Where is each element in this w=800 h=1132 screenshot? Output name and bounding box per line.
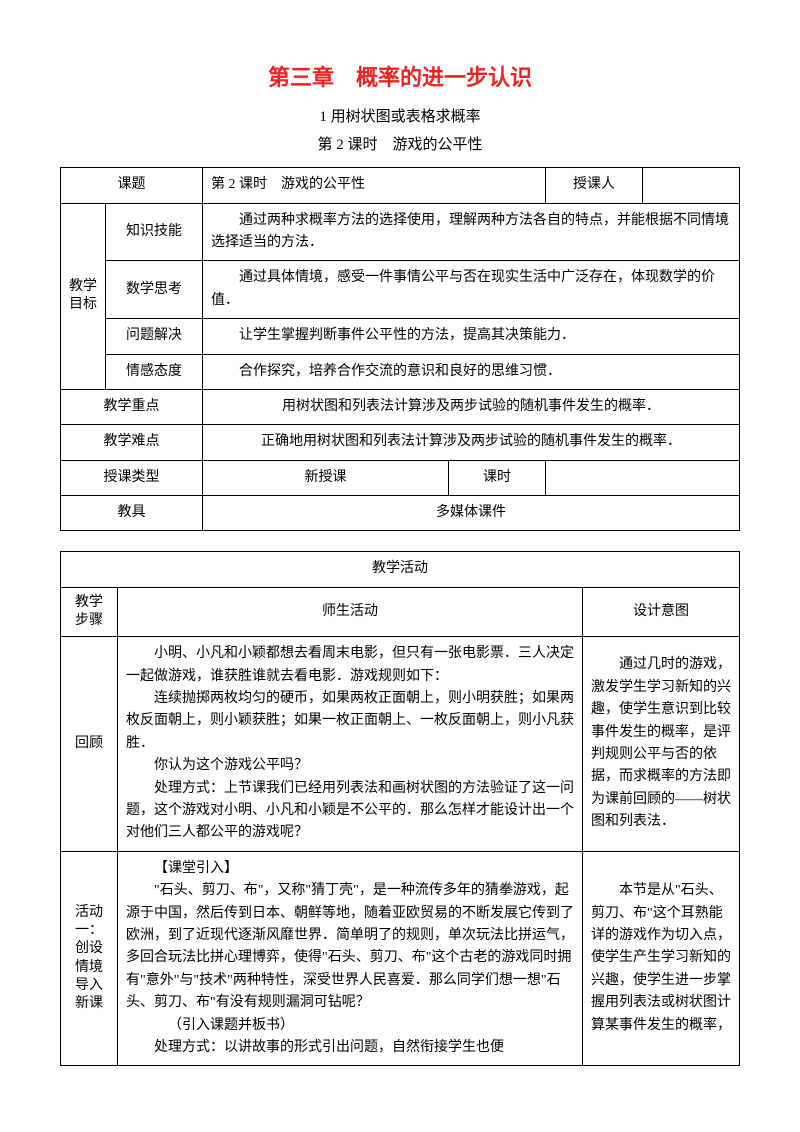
- table-row: 活动一：创设情境导入新课 【课堂引入】 "石头、剪刀、布"，又称"猜丁壳"，是一…: [61, 851, 740, 1066]
- attitude-text: 合作探究，培养合作交流的意识和良好的思维习惯．: [203, 354, 740, 389]
- thinking-label: 数学思考: [106, 261, 203, 319]
- step-intro: 活动一：创设情境导入新课: [61, 851, 118, 1066]
- focus-text: 用树状图和列表法计算涉及两步试验的随机事件发生的概率．: [203, 389, 740, 424]
- table-row: 课题 第 2 课时 游戏的公平性 授课人: [61, 168, 740, 203]
- table-row: 教学重点 用树状图和列表法计算涉及两步试验的随机事件发生的概率．: [61, 389, 740, 424]
- difficulty-label: 教学难点: [61, 425, 203, 460]
- teacher-label: 授课人: [546, 168, 643, 203]
- intro-heading: 【课堂引入】: [126, 858, 574, 880]
- tool-label: 教具: [61, 496, 203, 531]
- intro-p2: （引入课题并板书）: [126, 1015, 574, 1037]
- table-row: 教学活动: [61, 552, 740, 587]
- table-row: 授课类型 新授课 课时: [61, 460, 740, 495]
- activity-review: 小明、小凡和小颖都想去看周末电影，但只有一张电影票．三人决定一起做游戏，谁获胜谁…: [118, 637, 583, 852]
- difficulty-text: 正确地用树状图和列表法计算涉及两步试验的随机事件发生的概率．: [203, 425, 740, 460]
- review-p1: 小明、小凡和小颖都想去看周末电影，但只有一张电影票．三人决定一起做游戏，谁获胜谁…: [126, 643, 574, 688]
- info-table: 课题 第 2 课时 游戏的公平性 授课人 教学目标 知识技能 通过两种求概率方法…: [60, 167, 740, 531]
- knowledge-text: 通过两种求概率方法的选择使用，理解两种方法各自的特点，并能根据不同情境选择适当的…: [203, 203, 740, 261]
- problem-label: 问题解决: [106, 319, 203, 354]
- knowledge-label: 知识技能: [106, 203, 203, 261]
- activity-table-title: 教学活动: [61, 552, 740, 587]
- table-row: 数学思考 通过具体情境，感受一件事情公平与否在现实生活中广泛存在，体现数学的价值…: [61, 261, 740, 319]
- review-p4: 处理方式：上节课我们已经用列表法和画树状图的方法验证了这一问题，这个游戏对小明、…: [126, 778, 574, 845]
- topic-label: 课题: [61, 168, 203, 203]
- step-review: 回顾: [61, 637, 118, 852]
- table-row: 教学步骤 师生活动 设计意图: [61, 587, 740, 636]
- period-label: 课时: [449, 460, 546, 495]
- subtitle: 1 用树状图或表格求概率: [60, 105, 740, 129]
- goals-label: 教学目标: [61, 203, 106, 389]
- table-row: 教学难点 正确地用树状图和列表法计算涉及两步试验的随机事件发生的概率．: [61, 425, 740, 460]
- thinking-text: 通过具体情境，感受一件事情公平与否在现实生活中广泛存在，体现数学的价值．: [203, 261, 740, 319]
- table-row: 教具 多媒体课件: [61, 496, 740, 531]
- table-row: 回顾 小明、小凡和小颖都想去看周末电影，但只有一张电影票．三人决定一起做游戏，谁…: [61, 637, 740, 852]
- activity-table: 教学活动 教学步骤 师生活动 设计意图 回顾 小明、小凡和小颖都想去看周末电影，…: [60, 551, 740, 1066]
- table-row: 教学目标 知识技能 通过两种求概率方法的选择使用，理解两种方法各自的特点，并能根…: [61, 203, 740, 261]
- table-row: 问题解决 让学生掌握判断事件公平性的方法，提高其决策能力．: [61, 319, 740, 354]
- review-p3: 你认为这个游戏公平吗？: [126, 755, 574, 777]
- activity-intro: 【课堂引入】 "石头、剪刀、布"，又称"猜丁壳"，是一种流传多年的猜拳游戏，起源…: [118, 851, 583, 1066]
- problem-text: 让学生掌握判断事件公平性的方法，提高其决策能力．: [203, 319, 740, 354]
- intent-intro: 本节是从"石头、剪刀、布"这个耳熟能详的游戏作为切入点，使学生产生学习新知的兴趣…: [583, 851, 740, 1066]
- page-title: 第三章 概率的进一步认识: [60, 60, 740, 95]
- table-row: 情感态度 合作探究，培养合作交流的意识和良好的思维习惯．: [61, 354, 740, 389]
- intent-review: 通过几时的游戏，激发学生学习新知的兴趣，使学生意识到比较事件发生的概率，是评判规…: [583, 637, 740, 852]
- teacher-value: [643, 168, 740, 203]
- tool-text: 多媒体课件: [203, 496, 740, 531]
- attitude-label: 情感态度: [106, 354, 203, 389]
- period-value: [546, 460, 740, 495]
- topic-value: 第 2 课时 游戏的公平性: [203, 168, 546, 203]
- col-intent-header: 设计意图: [583, 587, 740, 636]
- intro-p1: "石头、剪刀、布"，又称"猜丁壳"，是一种流传多年的猜拳游戏，起源于中国，然后传…: [126, 880, 574, 1014]
- col-step-header: 教学步骤: [61, 587, 118, 636]
- focus-label: 教学重点: [61, 389, 203, 424]
- col-activity-header: 师生活动: [118, 587, 583, 636]
- type-value: 新授课: [203, 460, 449, 495]
- intro-p3: 处理方式：以讲故事的形式引出问题，自然衔接学生也便: [126, 1037, 574, 1059]
- subsubtitle: 第 2 课时 游戏的公平性: [60, 133, 740, 157]
- type-label: 授课类型: [61, 460, 203, 495]
- review-p2: 连续抛掷两枚均匀的硬币，如果两枚正面朝上，则小明获胜；如果两枚反面朝上，则小颖获…: [126, 688, 574, 755]
